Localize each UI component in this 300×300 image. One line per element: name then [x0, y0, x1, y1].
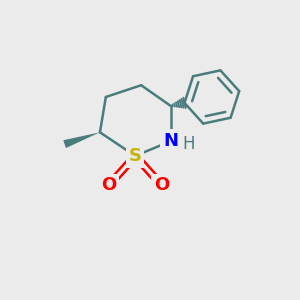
Text: N: N [163, 132, 178, 150]
Text: H: H [183, 134, 195, 152]
Text: O: O [154, 176, 170, 194]
Text: S: S [129, 147, 142, 165]
Polygon shape [63, 132, 100, 148]
Text: O: O [101, 176, 116, 194]
